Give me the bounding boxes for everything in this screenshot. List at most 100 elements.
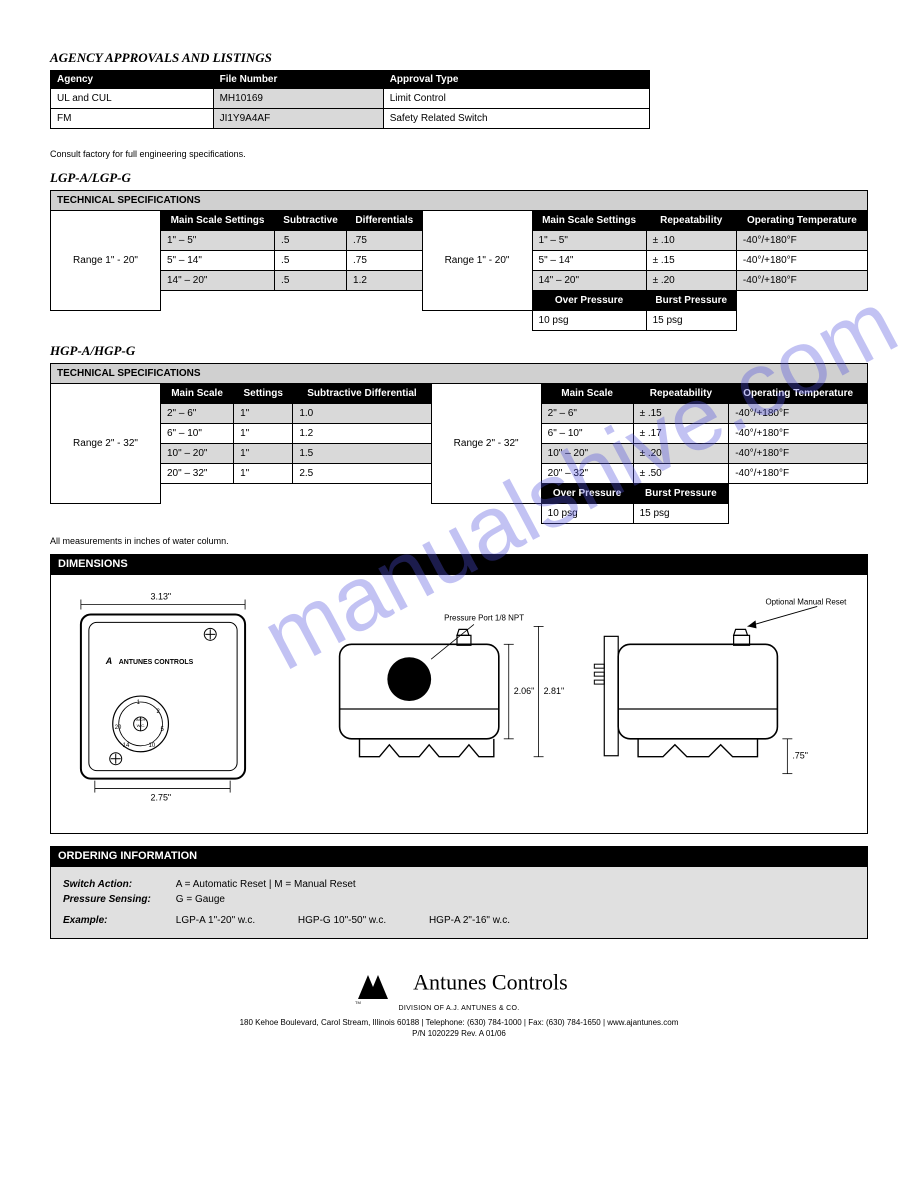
table-cell: ± .20 (646, 271, 736, 291)
table-cell: 1.0 (293, 404, 431, 424)
table-cell: 1" (234, 444, 293, 464)
lgp-col-optemp: Operating Temperature (736, 211, 867, 231)
table-cell: 1" (234, 424, 293, 444)
agency-col-file: File Number (213, 71, 383, 89)
order-box: Switch Action: A = Automatic Reset | M =… (50, 866, 868, 939)
table-cell: 1.2 (347, 271, 423, 291)
antunes-logo-icon: TM (350, 969, 410, 1005)
table-cell: MH10169 (213, 89, 383, 109)
table-cell: ± .15 (633, 404, 729, 424)
svg-text:W.C.: W.C. (137, 723, 146, 728)
table-cell: Safety Related Switch (383, 109, 649, 129)
table-cell: 2" – 6" (161, 404, 234, 424)
svg-text:1: 1 (137, 700, 141, 706)
order-switch-val: A = Automatic Reset | M = Manual Reset (176, 879, 356, 890)
table-cell: -40°/+180°F (736, 271, 867, 291)
svg-text:TM: TM (355, 1000, 361, 1005)
table-cell: 1" – 5" (161, 231, 275, 251)
dim-port: Pressure Port 1/8 NPT (444, 613, 524, 622)
hgp-title: HGP-A/HGP-G (50, 343, 868, 359)
table-cell: 10 psg (532, 311, 646, 331)
table-cell: .75 (347, 251, 423, 271)
table-cell: 10 psg (541, 504, 633, 524)
lgp-title: LGP-A/LGP-G (50, 170, 868, 186)
svg-text:INCH: INCH (136, 717, 146, 722)
table-cell: 2" – 6" (541, 404, 633, 424)
table-cell: 14" – 20" (161, 271, 275, 291)
hgp-col-subdiff: Subtractive Differential (293, 384, 431, 404)
table-cell: ± .50 (633, 464, 729, 484)
table-cell: -40°/+180°F (729, 464, 868, 484)
svg-text:10: 10 (149, 743, 156, 749)
svg-text:20: 20 (115, 725, 122, 731)
table-cell: ± .20 (633, 444, 729, 464)
table-cell: .5 (275, 271, 347, 291)
table-cell: ± .17 (633, 424, 729, 444)
dim-h1: 2.06" (514, 686, 535, 696)
table-cell: -40°/+180°F (729, 444, 868, 464)
table-cell: 20" – 32" (161, 464, 234, 484)
lgp-col-diff: Differentials (347, 211, 423, 231)
table-cell: 1" (234, 404, 293, 424)
footer-addr: 180 Kehoe Boulevard, Carol Stream, Illin… (50, 1018, 868, 1027)
footer: TM Antunes Controls DIVISION OF A.J. ANT… (50, 969, 868, 1038)
table-cell: UL and CUL (51, 89, 214, 109)
table-cell: 10" – 20" (541, 444, 633, 464)
order-pressure-val: G = Gauge (176, 894, 225, 905)
dimensions-svg: 3.13" A ANTUNES CONTROLS INCH W.C. 1 2 5… (61, 589, 857, 819)
hgp-range2: Range 2" - 32" (431, 384, 541, 504)
agency-approvals-title: AGENCY APPROVALS AND LISTINGS (50, 50, 868, 66)
footer-sub: DIVISION OF A.J. ANTUNES & CO. (50, 1005, 868, 1012)
table-cell: 1.5 (293, 444, 431, 464)
lgp-burst-label: Burst Pressure (646, 291, 736, 311)
agency-col-approval: Approval Type (383, 71, 649, 89)
hgp-burst-label: Burst Pressure (633, 484, 729, 504)
footer-pn: P/N 1020229 Rev. A 01/06 (50, 1029, 868, 1038)
hgp-table: TECHNICAL SPECIFICATIONS Range 2" - 32" … (50, 363, 868, 524)
order-title: ORDERING INFORMATION (50, 846, 868, 866)
table-cell: 14" – 20" (532, 271, 646, 291)
lgp-col-subtractive: Subtractive (275, 211, 347, 231)
footer-brand: Antunes Controls (413, 970, 568, 995)
agency-footnote: Consult factory for full engineering spe… (50, 149, 868, 159)
table-cell: JI1Y9A4AF (213, 109, 383, 129)
dim-w1: 3.13" (151, 592, 172, 602)
hgp-overpress-label: Over Pressure (541, 484, 633, 504)
table-cell: 6" – 10" (161, 424, 234, 444)
hgp-col-repeat: Repeatability (633, 384, 729, 404)
lgp-range: Range 1" - 20" (51, 211, 161, 311)
table-cell: Limit Control (383, 89, 649, 109)
lgp-tech-header: TECHNICAL SPECIFICATIONS (51, 191, 868, 211)
table-cell: ± .15 (646, 251, 736, 271)
dimensions-title: DIMENSIONS (50, 554, 868, 574)
table-cell: 1" – 5" (532, 231, 646, 251)
order-example-1: LGP-A 1"-20" w.c. (176, 915, 255, 926)
agency-col-agency: Agency (51, 71, 214, 89)
table-cell: 2.5 (293, 464, 431, 484)
agency-table: Agency File Number Approval Type UL and … (50, 70, 650, 129)
table-cell: .5 (275, 231, 347, 251)
svg-text:5: 5 (161, 727, 165, 733)
dimensions-diagram: 3.13" A ANTUNES CONTROLS INCH W.C. 1 2 5… (50, 574, 868, 834)
order-example-3: HGP-A 2"-16" w.c. (429, 915, 510, 926)
table-cell: -40°/+180°F (729, 404, 868, 424)
table-cell: -40°/+180°F (736, 231, 867, 251)
hgp-tech-header: TECHNICAL SPECIFICATIONS (51, 364, 868, 384)
table-cell: FM (51, 109, 214, 129)
hgp-col-mainscale2: Main Scale (541, 384, 633, 404)
order-switch-label: Switch Action: (63, 877, 173, 892)
table-cell: 20" – 32" (541, 464, 633, 484)
table-cell: -40°/+180°F (736, 251, 867, 271)
table-cell: 10" – 20" (161, 444, 234, 464)
dim-h3: .75" (792, 751, 808, 761)
table-cell: 15 psg (646, 311, 736, 331)
table-cell: .75 (347, 231, 423, 251)
svg-text:A: A (105, 656, 112, 666)
lgp-overpress-label: Over Pressure (532, 291, 646, 311)
table-cell: -40°/+180°F (729, 424, 868, 444)
table-cell: 15 psg (633, 504, 729, 524)
lgp-col-mainscale2: Main Scale Settings (532, 211, 646, 231)
lgp-table: TECHNICAL SPECIFICATIONS Range 1" - 20" … (50, 190, 868, 331)
hgp-range: Range 2" - 32" (51, 384, 161, 504)
lgp-col-repeat: Repeatability (646, 211, 736, 231)
